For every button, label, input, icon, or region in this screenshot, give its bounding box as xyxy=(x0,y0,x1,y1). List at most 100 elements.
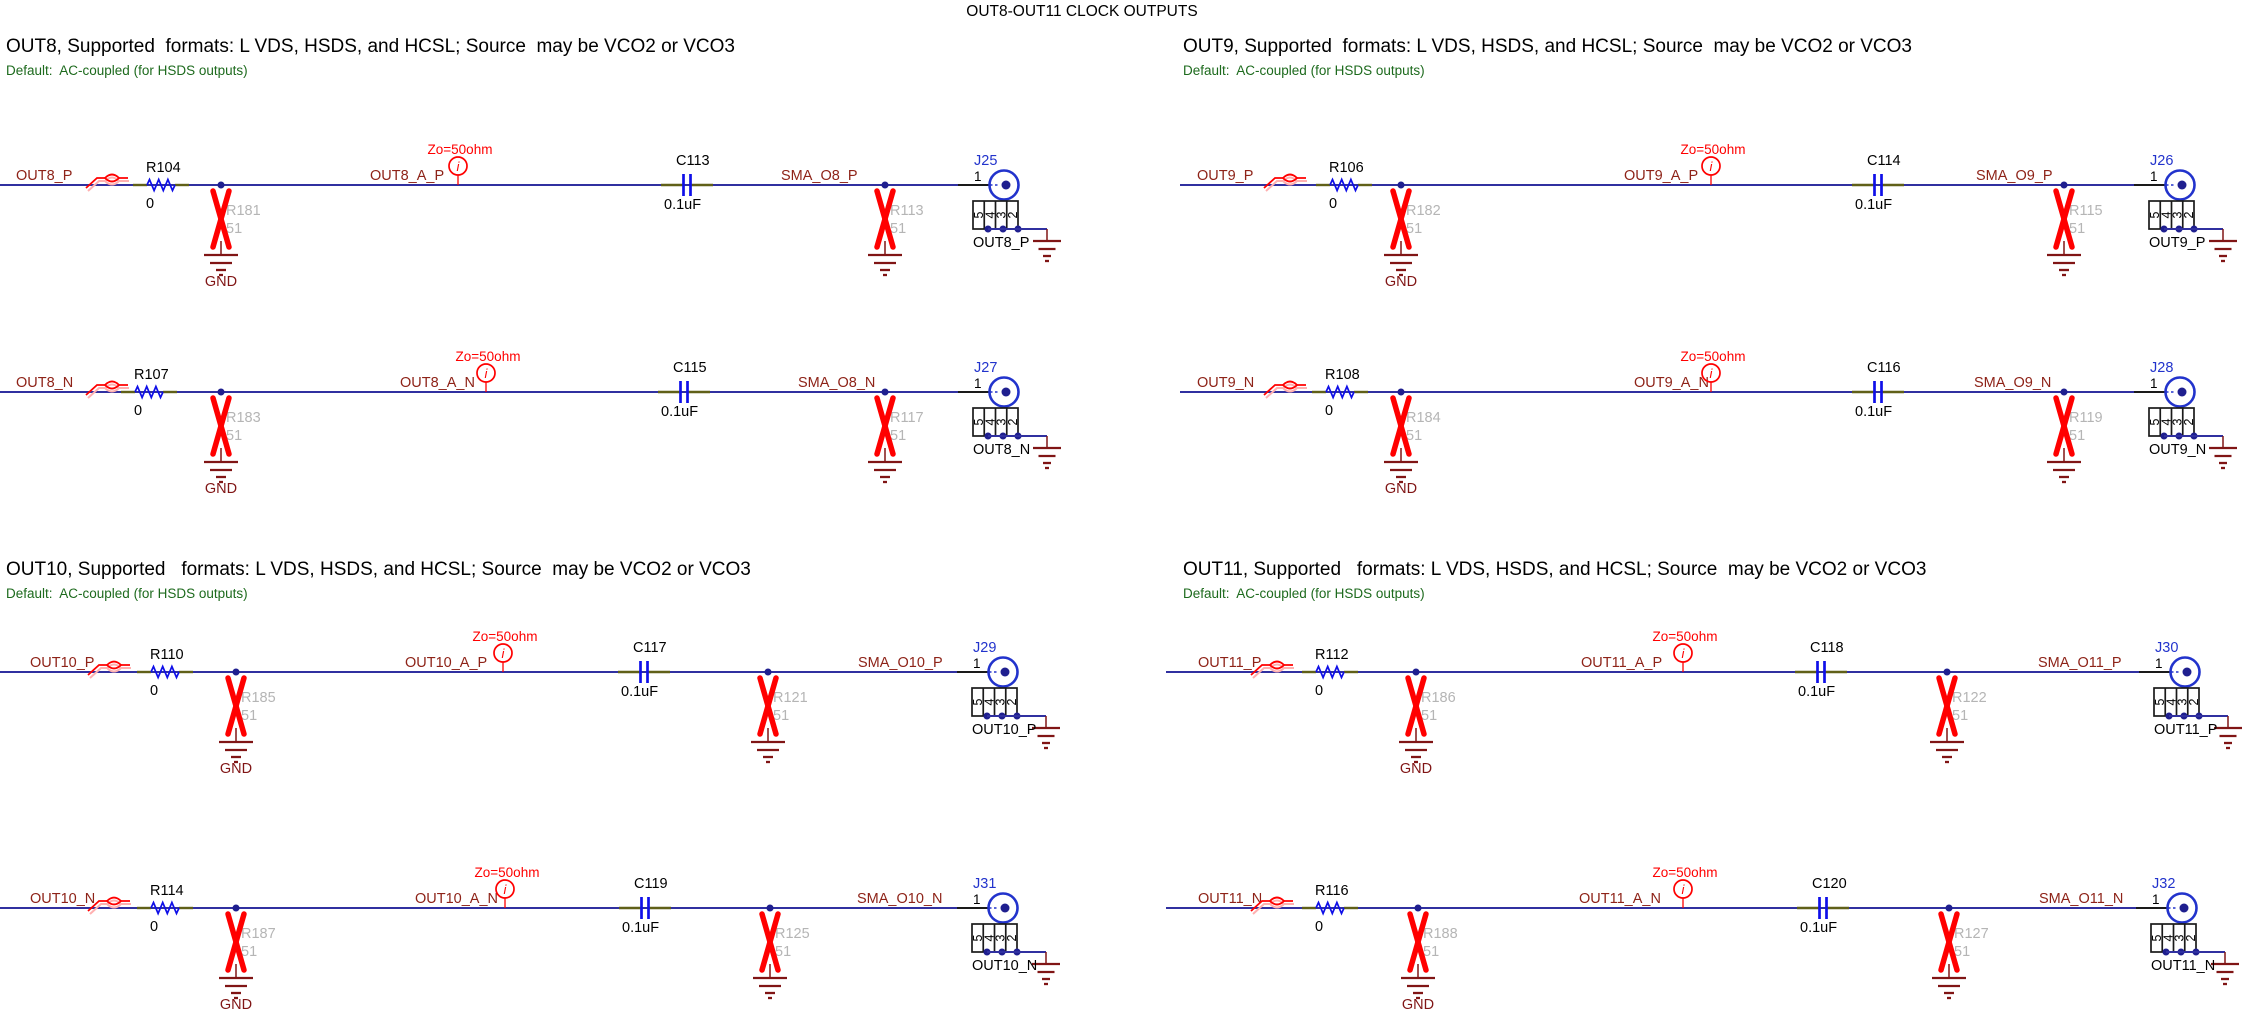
resistor-value: 0 xyxy=(1325,403,1333,419)
connector-ground-symbol xyxy=(2209,446,2237,470)
coupling-capacitor: C119 0.1uF xyxy=(619,876,671,936)
dnp-cross-icon xyxy=(1407,911,1429,973)
resistor-zigzag xyxy=(1315,900,1345,916)
series-resistor: R106 0 xyxy=(1316,160,1372,212)
series-resistor: R110 0 xyxy=(137,647,193,699)
pin-number: 1 xyxy=(973,892,981,907)
capacitor-designator: C113 xyxy=(676,153,710,169)
coupling-capacitor: C118 0.1uF xyxy=(1795,640,1847,700)
dnp-cross-icon xyxy=(874,395,896,457)
dnp-cross-icon xyxy=(1938,911,1960,973)
capacitor-value: 0.1uF xyxy=(1800,920,1837,936)
pad-number: 3 xyxy=(995,211,1009,218)
dnp-cross-icon xyxy=(225,675,247,737)
pad-number: 2 xyxy=(1006,418,1020,425)
pad-number: 4 xyxy=(982,934,996,941)
net-label-sma: SMA_O11_N xyxy=(2039,891,2123,907)
dnp-resistor-designator: R183 xyxy=(226,410,261,426)
impedance-note: Zo=50ohm xyxy=(475,865,540,880)
series-resistor: R116 0 xyxy=(1302,883,1358,935)
dnp-resistor-value: 51 xyxy=(226,428,242,444)
net-label-input: OUT9_P xyxy=(1197,168,1253,184)
junction-dot xyxy=(1412,668,1420,676)
dnp-resistor-value: 51 xyxy=(1406,221,1422,237)
pad-number: 5 xyxy=(2148,211,2162,218)
dnp-shunt-resistor: R183 51 GND xyxy=(204,388,261,497)
resistor-value: 0 xyxy=(1315,919,1323,935)
dnp-cross-icon xyxy=(225,911,247,973)
resistor-value: 0 xyxy=(1329,196,1337,212)
connector-net-label: OUT10_N xyxy=(972,958,1037,974)
ground-symbol xyxy=(219,976,253,1000)
junction-dot xyxy=(1943,668,1951,676)
pad-number: 3 xyxy=(2171,211,2185,218)
capacitor-value: 0.1uF xyxy=(1798,684,1835,700)
capacitor-value: 0.1uF xyxy=(622,920,659,936)
section-heading-out11: OUT11, Supported formats: L VDS, HSDS, a… xyxy=(1183,559,1927,580)
center-pin-dot xyxy=(1000,903,1010,913)
junction-dot xyxy=(2060,181,2068,189)
pin-number: 1 xyxy=(2152,892,2160,907)
pad-number: 5 xyxy=(972,211,986,218)
center-pin-dot xyxy=(1000,667,1010,677)
net-label-mid: OUT9_A_N xyxy=(1634,375,1709,391)
resistor-zigzag xyxy=(146,177,176,193)
pad-number: 2 xyxy=(1006,211,1020,218)
resistor-designator: R116 xyxy=(1315,883,1349,899)
pad-number: 5 xyxy=(2153,698,2167,705)
net-label-mid: OUT10_A_N xyxy=(415,891,498,907)
dnp-resistor-value: 51 xyxy=(241,708,257,724)
pad-number: 2 xyxy=(2182,211,2196,218)
dnp-resistor-value: 51 xyxy=(2069,221,2085,237)
capacitor-designator: C116 xyxy=(1867,360,1901,376)
dnp-resistor-designator: R119 xyxy=(2069,410,2103,426)
ground-symbol xyxy=(1401,976,1435,1000)
dnp-shunt-resistor: R115 51 xyxy=(2047,181,2103,277)
dnp-cross-icon xyxy=(1405,675,1427,737)
dnp-cross-icon xyxy=(759,911,781,973)
center-pin-dot xyxy=(1001,180,1011,190)
ground-symbol xyxy=(1932,976,1966,1000)
net-label-input: OUT10_P xyxy=(30,655,94,671)
connector-ground-symbol xyxy=(2211,962,2239,986)
section-note-out9: Default: AC-coupled (for HSDS outputs) xyxy=(1183,63,1425,78)
pad-number: 4 xyxy=(2159,211,2173,218)
net-label-mid: OUT9_A_P xyxy=(1624,168,1698,184)
series-resistor: R112 0 xyxy=(1302,647,1358,699)
net-label-sma: SMA_O8_N xyxy=(798,375,875,391)
differential-pair-icon xyxy=(87,896,131,915)
dnp-cross-icon xyxy=(874,188,896,250)
impedance-note: Zo=50ohm xyxy=(473,629,538,644)
impedance-probe: Zo=50ohm i xyxy=(1653,865,1717,908)
dnp-resistor-value: 51 xyxy=(226,221,242,237)
net-label-sma: SMA_O9_P xyxy=(1976,168,2053,184)
capacitor-designator: C115 xyxy=(673,360,707,376)
pad-number: 2 xyxy=(1005,698,1019,705)
net-label-input: OUT9_N xyxy=(1197,375,1254,391)
dnp-resistor-value: 51 xyxy=(1421,708,1437,724)
connector-designator: J29 xyxy=(973,640,996,656)
ground-symbol xyxy=(1384,253,1418,277)
pad-number: 2 xyxy=(1005,934,1019,941)
pin-number: 1 xyxy=(2155,656,2163,671)
junction-dot xyxy=(232,904,240,912)
dnp-shunt-resistor: R121 51 xyxy=(751,668,808,764)
net-label-input: OUT8_P xyxy=(16,168,72,184)
pad-number: 3 xyxy=(2171,418,2185,425)
capacitor-designator: C117 xyxy=(633,640,667,656)
capacitor-value: 0.1uF xyxy=(1855,404,1892,420)
pad-number: 3 xyxy=(2173,934,2187,941)
ground-symbol xyxy=(1930,740,1964,764)
resistor-value: 0 xyxy=(1315,683,1323,699)
dnp-cross-icon xyxy=(757,675,779,737)
impedance-probe: Zo=50ohm i xyxy=(1653,629,1717,672)
impedance-note: Zo=50ohm xyxy=(428,142,493,157)
differential-pair-icon xyxy=(87,660,131,679)
pad-number: 3 xyxy=(995,418,1009,425)
pad-number: 4 xyxy=(2159,418,2173,425)
dnp-resistor-designator: R113 xyxy=(890,203,924,219)
pad-number: 3 xyxy=(994,698,1008,705)
connector-net-label: OUT8_P xyxy=(973,235,1029,251)
